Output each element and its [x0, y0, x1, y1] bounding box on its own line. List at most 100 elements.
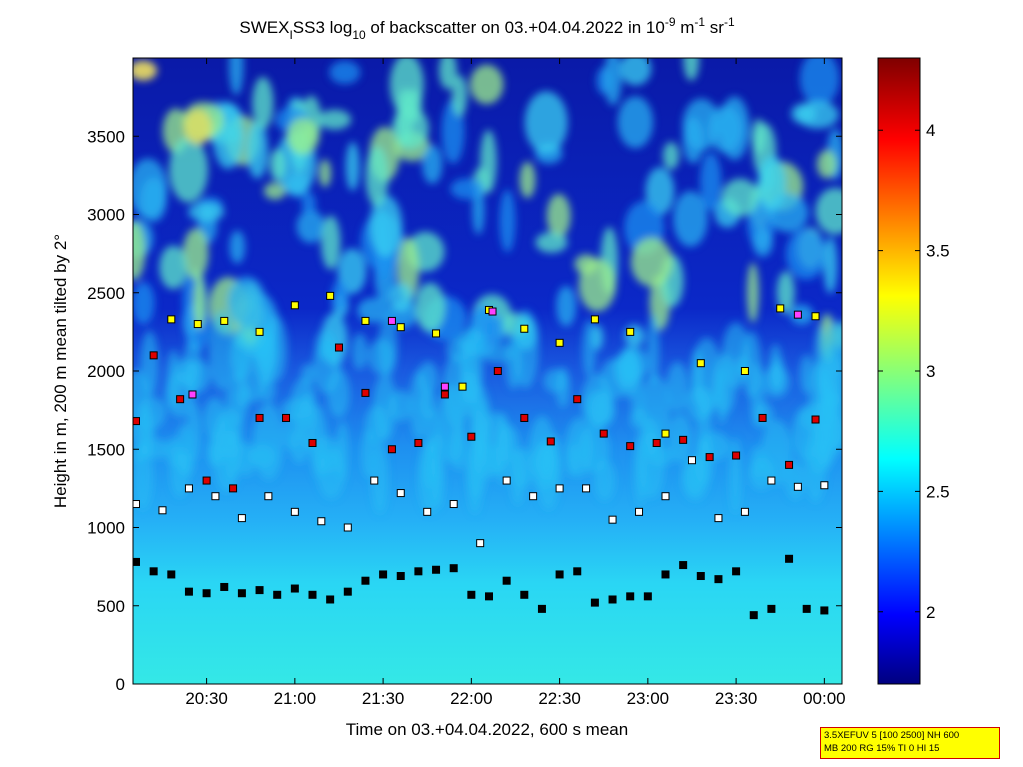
aerosol-blob — [662, 141, 680, 170]
marker-top — [740, 367, 749, 375]
marker-third — [599, 429, 608, 438]
title-part-2: I — [289, 28, 292, 42]
aerosol-streak — [258, 375, 276, 403]
aerosol-blob — [159, 245, 188, 290]
aerosol-streak — [301, 363, 316, 385]
aerosol-streak — [437, 384, 466, 465]
x-tick-label: 22:00 — [450, 689, 493, 708]
aerosol-streak — [762, 365, 790, 398]
aerosol-blob — [546, 193, 571, 238]
marker-third — [652, 438, 661, 447]
marker-top — [396, 323, 405, 332]
aerosol-streak — [388, 390, 413, 422]
aerosol-blob — [746, 262, 759, 323]
aerosol-blob — [345, 141, 360, 191]
marker-lowest — [237, 589, 246, 598]
marker-second — [158, 506, 167, 515]
marker-third — [414, 438, 423, 447]
marker-third — [520, 413, 529, 422]
aerosol-streak — [224, 434, 239, 481]
marker-lowest — [520, 590, 529, 599]
aerosol-streak — [761, 419, 792, 486]
x-tick-label: 00:00 — [803, 689, 846, 708]
marker-third — [334, 343, 343, 352]
aerosol-blob — [269, 148, 286, 182]
aerosol-streak — [816, 369, 838, 411]
colorbar-tick-label: 4 — [926, 121, 935, 140]
marker-lowest — [608, 595, 617, 604]
aerosol-blob — [815, 187, 842, 235]
aerosol-blob — [700, 152, 722, 211]
marker-lowest — [414, 567, 423, 576]
marker-second — [687, 456, 696, 465]
marker-third — [732, 451, 741, 460]
marker-second — [740, 507, 749, 516]
marker-second — [423, 507, 432, 516]
marker-lowest — [802, 604, 811, 613]
aerosol-blob — [296, 209, 325, 244]
marker-top — [432, 329, 441, 338]
marker-lowest — [749, 611, 758, 620]
aerosol-streak — [166, 349, 181, 408]
aerosol-streak — [582, 319, 597, 378]
marker-third — [758, 413, 767, 422]
aerosol-blob — [133, 221, 146, 281]
marker-lowest — [149, 567, 158, 576]
marker-lowest — [732, 567, 741, 576]
marker-third — [785, 460, 794, 469]
marker-top — [811, 312, 820, 321]
marker-top — [458, 382, 467, 391]
marker-second — [608, 515, 617, 524]
marker-second — [820, 481, 829, 490]
aerosol-streak — [236, 384, 251, 409]
marker-second — [237, 514, 246, 523]
aerosol-blob — [227, 276, 266, 328]
aerosol-streak — [555, 367, 571, 408]
title-part-3: SS3 log — [293, 18, 353, 37]
aerosol-blob — [469, 64, 504, 105]
y-axis: 0 500 1000 1500 2000 2500 3000 3500 — [87, 127, 842, 694]
aerosol-blob — [414, 282, 446, 332]
marker-extra — [793, 310, 802, 319]
aerosol-blob — [450, 178, 485, 200]
aerosol-blob — [721, 178, 760, 217]
aerosol-streak — [364, 405, 389, 446]
marker-second — [211, 492, 220, 501]
aerosol-streak — [186, 401, 202, 462]
marker-top — [290, 301, 299, 310]
marker-lowest — [467, 590, 476, 599]
aerosol-streak — [611, 352, 642, 389]
marker-third — [149, 351, 158, 360]
colorbar-tick-label: 2.5 — [926, 482, 950, 501]
marker-top — [520, 324, 529, 333]
aerosol-blob — [321, 215, 341, 270]
marker-second — [555, 484, 564, 493]
title-part-8: -1 — [694, 15, 705, 29]
info-line-1: 3.5XEFUV 5 [100 2500] NH 600 — [824, 730, 960, 741]
marker-third — [493, 367, 502, 375]
aerosol-blob — [796, 100, 839, 129]
marker-extra — [387, 316, 396, 325]
marker-third — [176, 395, 185, 404]
aerosol-blob — [228, 58, 244, 96]
aerosol-blob — [619, 58, 652, 86]
y-tick-label: 3000 — [87, 206, 125, 225]
aerosol-streak — [207, 431, 222, 468]
aerosol-streak — [696, 389, 712, 469]
marker-lowest — [167, 570, 176, 579]
marker-lowest — [202, 589, 211, 598]
marker-lowest — [714, 575, 723, 584]
aerosol-streak — [351, 333, 368, 370]
marker-top — [220, 316, 229, 325]
marker-top — [696, 359, 705, 368]
x-tick-label: 23:30 — [715, 689, 758, 708]
marker-second — [343, 523, 352, 532]
y-tick-label: 1000 — [87, 519, 125, 538]
aerosol-blob — [603, 58, 622, 106]
aerosol-streak — [417, 361, 439, 395]
colorbar-tick-label: 3 — [926, 362, 935, 381]
marker-extra — [440, 382, 449, 391]
aerosol-streak — [231, 329, 246, 385]
marker-lowest — [379, 570, 388, 579]
